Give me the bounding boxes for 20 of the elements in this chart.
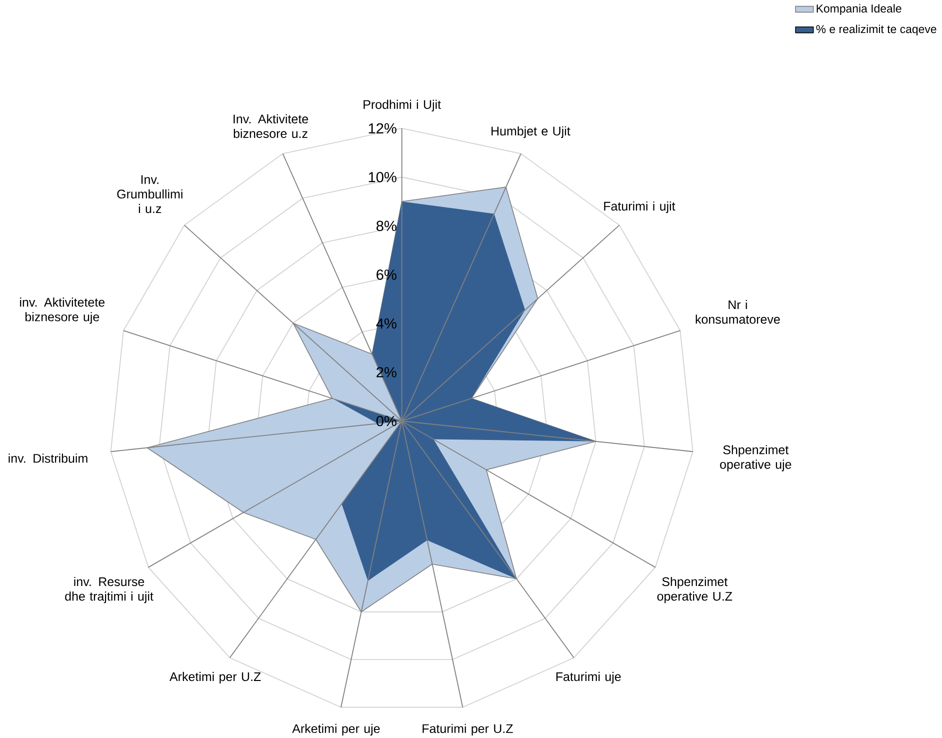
spoke-label: Shpenzimet operative uje — [720, 445, 792, 472]
spoke-label: Faturimi per U.Z — [422, 724, 513, 736]
spoke-label: Shpenzimet operative U.Z — [657, 577, 732, 604]
spoke-label: inv. Aktivitetete biznesore uje — [20, 298, 105, 324]
spoke-label: Prodhimi i Ujit — [364, 100, 441, 112]
spoke-label: Arketimi per uje — [292, 724, 380, 736]
spoke-label: Inv. Grumbullimi i u.z — [117, 175, 182, 214]
y-tick-label: 10% — [368, 172, 396, 182]
spoke-label: Nr i konsumatoreve — [696, 300, 780, 324]
spoke-label: Faturimi uje — [556, 672, 621, 684]
spoke-label: inv. Resurse dhe trajtimi i ujit — [65, 577, 154, 604]
spoke-label: inv. Distribuim — [8, 454, 88, 463]
legend-label: % e realizimit te caqeve — [816, 24, 936, 36]
y-tick-label: 12% — [368, 123, 396, 134]
legend-label: Kompania Ideale — [816, 4, 902, 16]
y-tick-label: 8% — [376, 220, 396, 232]
spoke-label: Humbjet e Ujit — [492, 126, 570, 138]
spoke-label: Faturimi i ujit — [604, 202, 676, 214]
spoke-label: Arketimi per U.Z — [170, 672, 261, 684]
spoke-label: Inv. Aktivitete biznesore u.z — [234, 114, 308, 138]
